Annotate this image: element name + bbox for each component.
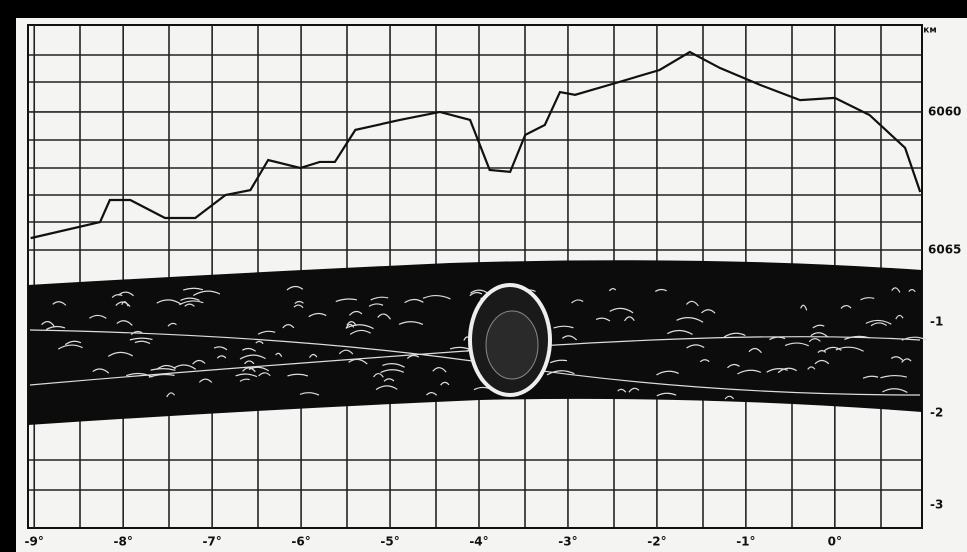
y-tick-label: 6065 [928,242,961,256]
chart: км -9° -8° -7° -6° -5° -4° -3° -2° -1° 0° 6060 6065… [0,0,967,552]
x-tick-label: -6° [291,535,310,549]
x-tick-label: -2° [647,535,666,549]
x-tick-label: -7° [202,535,221,549]
strip-label: -1 [930,315,943,329]
x-tick-label: -5° [380,535,399,549]
crater-floor [486,311,538,379]
x-tick-label: -3° [558,535,577,549]
x-tick-label: -8° [114,535,133,549]
y-unit: км [923,26,936,36]
strip-label: -3 [930,498,943,512]
x-tick-label: -4° [469,535,488,549]
x-tick-label: -1° [736,535,755,549]
x-tick-label: -9° [25,535,44,549]
y-tick-label: 6060 [928,104,961,118]
strip-label: -2 [930,406,943,420]
x-tick-label: 0° [828,535,842,549]
